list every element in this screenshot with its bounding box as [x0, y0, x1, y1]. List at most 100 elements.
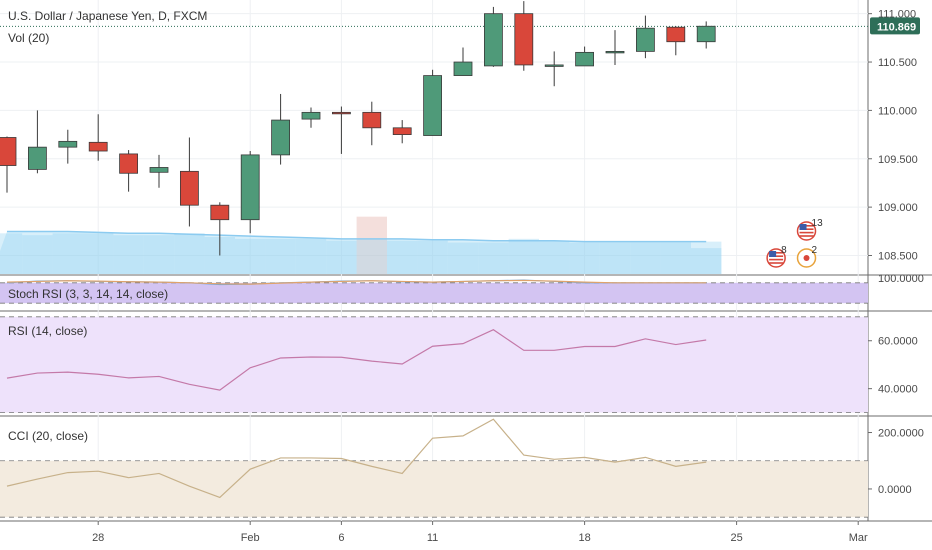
indicator-bands: [0, 282, 868, 518]
indicator-band: [0, 460, 868, 518]
volume-bar: [0, 233, 23, 274]
flag-stripe: [799, 235, 814, 237]
volume-bar: [174, 233, 205, 274]
candle-bull[interactable]: [605, 50, 625, 54]
candle-bull[interactable]: [483, 13, 503, 67]
x-tick-label: 28: [92, 532, 104, 544]
flag-stripe: [769, 262, 784, 264]
event-count: 13: [812, 218, 824, 229]
volume-bar: [295, 238, 327, 274]
stoch-tick-label: 100.0000: [878, 273, 924, 285]
price-tick-label: 110.000: [878, 105, 917, 117]
chart-title: U.S. Dollar / Japanese Yen, D, FXCM: [8, 9, 207, 23]
flag-canton: [799, 224, 807, 230]
candle-bear[interactable]: [362, 111, 382, 129]
volume-bar: [660, 242, 691, 274]
indicator-line: [6, 329, 707, 391]
volume-bar: [83, 233, 114, 274]
last-price-badge: [870, 17, 920, 35]
x-tick-label: Mar: [849, 532, 868, 544]
indicator-band: [0, 316, 868, 413]
rsi-tick-label: 60.0000: [878, 336, 918, 348]
candle-bull[interactable]: [696, 25, 716, 43]
x-tick-label: Feb: [241, 532, 260, 544]
volume-bar: [52, 233, 83, 274]
last-price-tag: 110.869: [870, 17, 920, 35]
rsi-tick-label: 40.0000: [878, 384, 918, 396]
candle-bull[interactable]: [240, 154, 260, 221]
event-markers[interactable]: 8 13 2: [766, 218, 824, 268]
candle-bear[interactable]: [88, 141, 108, 152]
flag-stripe: [799, 231, 814, 234]
x-tick-label: 6: [338, 532, 344, 544]
flag-canton: [769, 251, 777, 257]
candle-bull[interactable]: [453, 61, 473, 76]
candle-bear[interactable]: [0, 137, 17, 166]
candle-bull[interactable]: [544, 64, 564, 67]
volume-bar: [691, 248, 722, 274]
stoch-rsi-title: Stoch RSI (3, 3, 14, 14, close): [8, 287, 168, 301]
volume-bar: [508, 238, 539, 274]
volume-bar: [265, 238, 296, 274]
volume-bar: [630, 242, 661, 274]
candle-bull[interactable]: [575, 51, 594, 67]
x-tick-label: 11: [427, 532, 438, 544]
volume-bar: [539, 240, 570, 274]
candle-bear[interactable]: [119, 153, 138, 174]
price-tick-label: 110.500: [878, 57, 917, 69]
flag-stripe: [769, 258, 784, 261]
volume-bar: [235, 238, 266, 274]
candle-bull[interactable]: [149, 167, 169, 173]
price-tick-label: 109.500: [878, 154, 918, 166]
indicator-line: [6, 279, 707, 285]
grid-lines: [0, 0, 932, 522]
candle-bull[interactable]: [636, 27, 655, 52]
event-dot: [803, 255, 810, 261]
volume-bar: [387, 240, 418, 274]
candle-bull[interactable]: [271, 119, 291, 156]
volume-bar: [143, 235, 175, 274]
volume-label: Vol (20): [8, 31, 49, 45]
candle-bull[interactable]: [301, 111, 321, 120]
us-flag-event-icon[interactable]: 8: [766, 245, 787, 268]
volume-bar: [478, 242, 509, 274]
volume-bar: [447, 242, 479, 274]
indicator-lines: [6, 279, 707, 499]
event-count: 8: [781, 245, 787, 256]
x-tick-label: 25: [730, 532, 742, 544]
event-count: 2: [812, 245, 818, 256]
volume-bar: [356, 216, 387, 274]
volume-bar: [22, 235, 53, 274]
candle-bull[interactable]: [423, 75, 443, 136]
x-tick-label: 18: [578, 532, 590, 544]
candlesticks[interactable]: [0, 1, 716, 256]
price-tick-label: 109.000: [878, 202, 918, 214]
volume-bar: [417, 240, 448, 274]
volume-ma-line: [7, 230, 707, 243]
rsi-title: RSI (14, close): [8, 324, 87, 338]
cci-title: CCI (20, close): [8, 429, 88, 443]
candle-bear[interactable]: [331, 111, 351, 115]
candle-bear[interactable]: [210, 204, 230, 221]
event-dot-icon[interactable]: 2: [796, 245, 818, 268]
us-flag-event-icon[interactable]: 13: [796, 218, 824, 241]
cci-tick-label: 200.0000: [878, 428, 924, 440]
candle-bear[interactable]: [514, 13, 534, 66]
volume-bar: [326, 240, 357, 274]
volume-ma-area: [0, 231, 722, 274]
candle-bull[interactable]: [58, 140, 78, 148]
volume-bars: [0, 216, 722, 274]
indicator-line: [6, 418, 707, 499]
indicator-band: [0, 282, 868, 304]
cci-tick-label: 0.0000: [878, 484, 912, 496]
candle-bear[interactable]: [666, 26, 686, 43]
last-price-value: 110.869: [877, 21, 916, 33]
price-tick-label: 108.500: [878, 250, 918, 262]
candle-bull[interactable]: [27, 146, 47, 170]
volume-bar: [569, 242, 600, 274]
volume-bar: [599, 242, 631, 274]
candle-bear[interactable]: [392, 127, 412, 135]
candle-bear[interactable]: [179, 170, 199, 206]
volume-bar: [113, 235, 144, 274]
